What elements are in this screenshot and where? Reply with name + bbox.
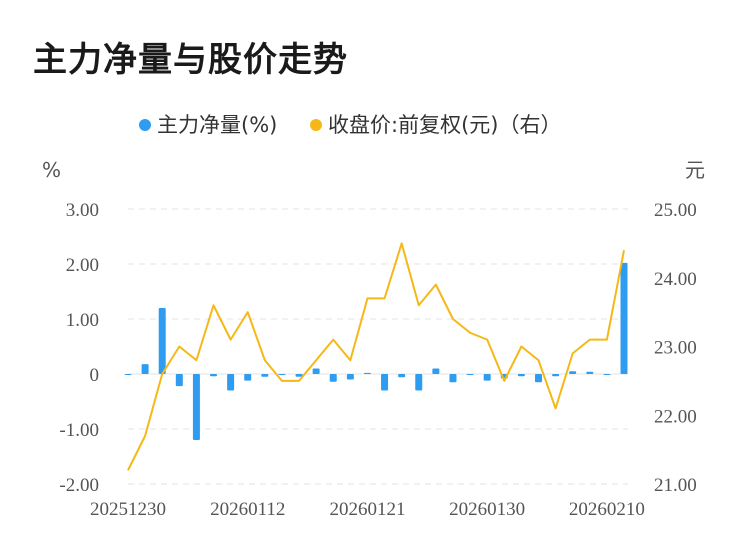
net-volume-bar — [295, 374, 303, 377]
net-volume-bars — [124, 262, 628, 440]
right-axis-unit: 元 — [685, 158, 705, 182]
net-volume-bar — [363, 372, 371, 374]
net-volume-bar — [603, 374, 611, 375]
net-volume-bar — [192, 374, 200, 440]
legend-label-close-price: 收盘价:前复权(元)（右） — [328, 113, 561, 137]
left-tick-label: 0 — [90, 365, 100, 386]
net-volume-bar — [398, 374, 406, 378]
net-volume-bar — [517, 374, 525, 377]
close-price-series — [127, 242, 625, 471]
gridlines — [128, 208, 628, 485]
net-volume-bar — [124, 374, 132, 375]
net-volume-bar — [261, 374, 269, 377]
net-volume-bar — [466, 374, 474, 375]
left-axis-ticks: 3.00 2.00 1.00 0 -1.00 -2.00 — [59, 200, 99, 496]
legend: 主力净量(%) 收盘价:前复权(元)（右） — [139, 113, 561, 137]
net-volume-bar — [534, 374, 542, 383]
right-tick-label: 25.00 — [654, 200, 697, 221]
right-tick-label: 21.00 — [654, 475, 697, 496]
legend-marker-close-price — [310, 119, 322, 131]
net-volume-bar — [569, 371, 577, 374]
net-volume-bar — [141, 364, 149, 374]
x-tick-label: 20251230 — [90, 499, 166, 520]
x-tick-label: 20260112 — [210, 499, 285, 520]
net-volume-bar — [483, 374, 491, 381]
legend-marker-net-volume — [139, 119, 151, 131]
net-volume-bar — [449, 374, 457, 383]
x-tick-label: 20260210 — [569, 499, 645, 520]
net-volume-bar — [329, 374, 337, 382]
net-volume-bar — [552, 374, 560, 377]
chart-title: 主力净量与股价走势 — [33, 40, 348, 80]
right-tick-label: 22.00 — [654, 406, 697, 427]
left-axis-unit: % — [42, 158, 61, 182]
legend-label-net-volume: 主力净量(%) — [157, 113, 277, 137]
net-volume-bar — [415, 374, 423, 391]
net-volume-bar — [227, 374, 235, 391]
close-price-line — [127, 242, 625, 471]
net-volume-bar — [432, 368, 440, 374]
net-volume-bar — [620, 262, 628, 374]
net-volume-bar — [210, 374, 218, 377]
left-tick-label: 1.00 — [66, 310, 99, 331]
left-tick-label: 2.00 — [66, 255, 99, 276]
net-volume-bar — [244, 374, 252, 381]
net-volume-bar — [312, 368, 320, 374]
net-volume-bar — [381, 374, 389, 391]
left-tick-label: -2.00 — [59, 475, 99, 496]
net-volume-bar — [346, 374, 354, 380]
net-volume-bar — [175, 374, 183, 387]
x-tick-label: 20260130 — [449, 499, 525, 520]
x-tick-label: 20260121 — [329, 499, 405, 520]
right-axis-ticks: 25.00 24.00 23.00 22.00 21.00 — [654, 200, 697, 496]
net-volume-bar — [278, 374, 286, 375]
left-tick-label: -1.00 — [59, 420, 99, 441]
left-tick-label: 3.00 — [66, 200, 99, 221]
net-volume-bar — [158, 308, 166, 374]
right-tick-label: 24.00 — [654, 269, 697, 290]
right-tick-label: 23.00 — [654, 338, 697, 359]
x-axis-ticks: 20251230 20260112 20260121 20260130 20260210 — [90, 499, 645, 520]
net-volume-bar — [586, 371, 594, 374]
